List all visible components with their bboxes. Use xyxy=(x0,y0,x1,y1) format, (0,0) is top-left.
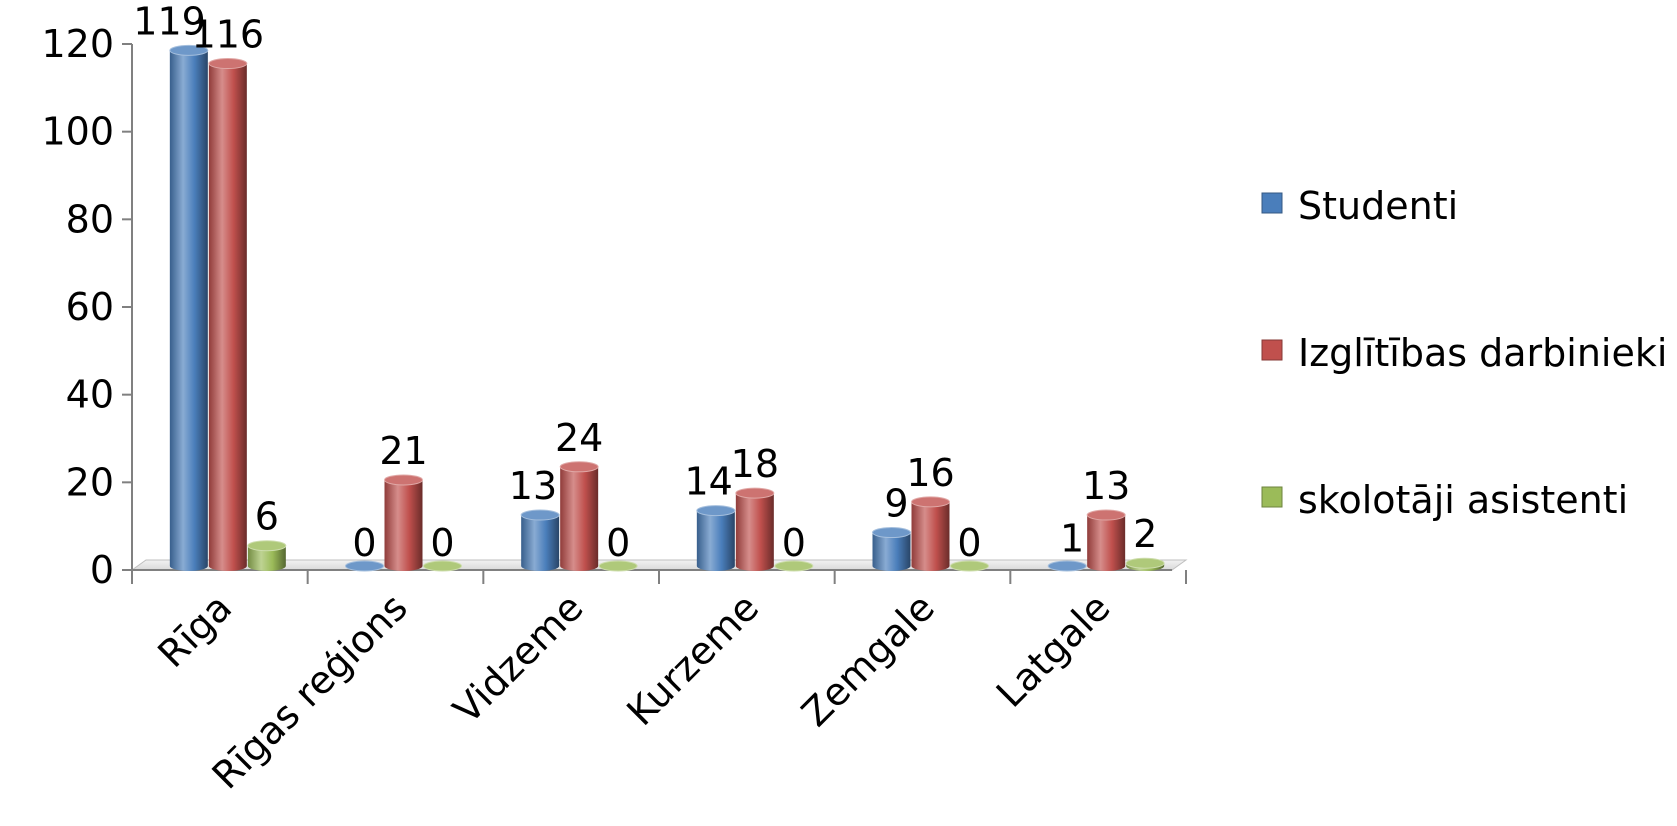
data-label: 0 xyxy=(957,521,981,565)
floor-plane xyxy=(130,559,1188,571)
bar-body xyxy=(521,515,560,571)
x-category-label: Latgale xyxy=(988,585,1119,716)
legend-label: Izglītības darbinieki xyxy=(1298,331,1667,375)
bar-body xyxy=(208,63,247,572)
bar xyxy=(169,44,209,571)
bar-body xyxy=(247,545,286,571)
bars xyxy=(169,44,1165,572)
bar xyxy=(208,58,248,572)
data-label: 0 xyxy=(352,521,376,565)
bar-top xyxy=(774,560,814,572)
data-label: 24 xyxy=(555,416,603,460)
bar-top xyxy=(872,527,911,539)
bar xyxy=(559,461,599,571)
bar-top xyxy=(345,560,384,572)
bar-top xyxy=(950,560,989,572)
bar xyxy=(1086,509,1126,571)
x-category-label: Zemgale xyxy=(793,585,943,735)
bar-top xyxy=(735,487,775,499)
bar-top xyxy=(559,461,599,473)
bar-body xyxy=(560,466,599,571)
bar-top xyxy=(247,540,287,552)
data-label: 0 xyxy=(430,521,454,565)
x-category-label: Vidzeme xyxy=(445,585,592,732)
y-tick-label: 20 xyxy=(66,460,114,504)
legend-swatch xyxy=(1261,192,1283,214)
legend-swatch xyxy=(1261,486,1283,508)
bar xyxy=(1125,557,1165,571)
bar-top xyxy=(384,474,423,486)
bar-body xyxy=(911,501,950,571)
bar xyxy=(950,560,989,572)
bar-top xyxy=(598,560,638,572)
y-tick-label: 80 xyxy=(66,197,114,241)
data-label: 2 xyxy=(1133,512,1157,556)
bar xyxy=(345,560,384,572)
bar-top xyxy=(208,58,248,70)
bar-body xyxy=(696,510,735,571)
data-label: 16 xyxy=(906,451,954,495)
x-category-label: Kurzeme xyxy=(618,585,767,734)
bar xyxy=(247,540,287,571)
bar xyxy=(423,560,462,572)
bar-body xyxy=(384,479,423,571)
bar-top xyxy=(1125,557,1165,569)
bar-top xyxy=(423,560,462,572)
y-tick-label: 0 xyxy=(90,548,114,592)
data-label: 13 xyxy=(1082,464,1130,508)
legend-swatch xyxy=(1261,339,1283,361)
legend-label: Studenti xyxy=(1298,184,1458,228)
bar-top xyxy=(169,44,209,56)
data-label: 13 xyxy=(509,464,557,508)
y-tick-label: 40 xyxy=(66,373,114,417)
legend: Studenti Izglītības darbinieki skolotāji a… xyxy=(1261,184,1667,522)
data-label: 6 xyxy=(255,495,279,539)
data-label: 0 xyxy=(606,521,630,565)
bar-top xyxy=(520,509,560,521)
bar-top xyxy=(696,505,736,517)
bar xyxy=(735,487,775,571)
bar xyxy=(696,505,736,571)
bar-body xyxy=(872,532,911,571)
bar xyxy=(1047,560,1087,572)
bar-top xyxy=(911,496,950,508)
bar-body xyxy=(1087,515,1126,571)
chart-floor xyxy=(130,559,1188,571)
legend-label: skolotāji asistenti xyxy=(1298,478,1628,522)
x-category-label: Rīga xyxy=(149,585,240,676)
data-label: 21 xyxy=(379,429,427,473)
bar xyxy=(598,560,638,572)
y-tick-label: 100 xyxy=(41,110,114,154)
data-label: 18 xyxy=(731,442,779,486)
data-labels: 119 0 13 14 9 1 116 21 24 18 16 13 6 0 0 0 0 2 xyxy=(133,0,1157,565)
legend-item: Izglītības darbinieki xyxy=(1261,331,1667,375)
bar-top xyxy=(1047,560,1087,572)
bar xyxy=(520,509,560,571)
bar xyxy=(911,496,950,571)
bar-body xyxy=(169,50,208,571)
legend-item: Studenti xyxy=(1261,184,1458,228)
bar xyxy=(872,527,911,571)
y-tick-label: 60 xyxy=(66,285,114,329)
data-label: 119 xyxy=(133,0,206,43)
bar xyxy=(774,560,814,572)
bar xyxy=(384,474,423,571)
bar-top xyxy=(1086,509,1126,521)
data-label: 14 xyxy=(684,460,732,504)
y-tick-label: 120 xyxy=(41,22,114,66)
data-label: 1 xyxy=(1060,517,1084,561)
legend-item: skolotāji asistenti xyxy=(1261,478,1628,522)
bar-body xyxy=(735,493,774,571)
data-label: 0 xyxy=(782,521,806,565)
data-label: 9 xyxy=(884,482,908,526)
data-label: 116 xyxy=(192,13,265,57)
